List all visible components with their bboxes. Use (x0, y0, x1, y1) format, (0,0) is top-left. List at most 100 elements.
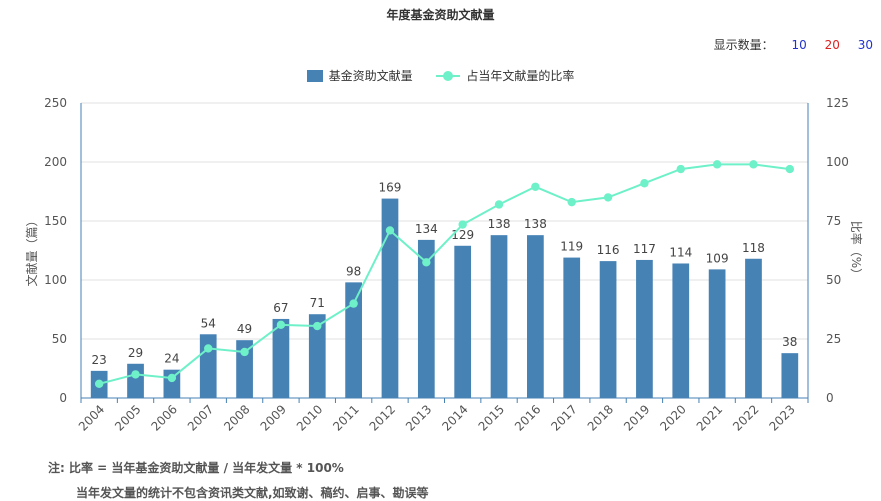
y-left-tick-label: 0 (59, 391, 67, 405)
ratio-point (276, 320, 286, 330)
x-tick-label: 2006 (148, 402, 179, 433)
legend-line-label: 占当年文献量的比率 (466, 69, 575, 83)
x-tick-label: 2015 (476, 402, 507, 433)
legend-line-swatch (436, 70, 461, 82)
x-tick-label: 2012 (367, 402, 398, 433)
ratio-point (603, 193, 613, 202)
bar-value-label: 138 (524, 217, 547, 231)
x-tick-label: 2011 (330, 402, 361, 433)
ratio-point (385, 226, 395, 235)
bar (127, 363, 144, 398)
y-left-tick-label: 200 (44, 155, 67, 169)
bar (236, 340, 253, 398)
bar (527, 235, 544, 398)
legend-bar-label: 基金资助文献量 (328, 69, 413, 83)
bar (345, 282, 362, 398)
y-left-axis-title: 文献量（篇） (24, 214, 39, 286)
x-tick-label: 2023 (766, 402, 797, 433)
display-count-option-10[interactable]: 10 (791, 38, 807, 52)
y-right-tick-label: 125 (826, 96, 849, 110)
y-right-tick-label: 75 (826, 214, 841, 228)
chart-title: 年度基金资助文献量 (386, 8, 495, 22)
bar (454, 245, 472, 398)
bar (563, 257, 581, 398)
ratio-point (167, 373, 177, 383)
ratio-point (131, 370, 140, 379)
x-tick-label: 2020 (657, 402, 688, 433)
y-left-tick-label: 150 (44, 214, 67, 228)
bar-value-label: 71 (310, 296, 325, 310)
ratio-point (785, 164, 795, 174)
x-tick-label: 2017 (548, 402, 579, 433)
bar-value-label: 67 (273, 301, 288, 315)
bar-value-label: 129 (451, 228, 474, 242)
x-tick-label: 2008 (221, 402, 252, 433)
bar-value-label: 116 (597, 243, 620, 257)
legend-bar-swatch (306, 69, 323, 82)
bar (781, 353, 799, 398)
bar-value-label: 138 (488, 217, 511, 231)
ratio-point (640, 179, 649, 188)
bar (708, 269, 726, 398)
ratio-point (531, 182, 540, 191)
x-tick-label: 2007 (185, 402, 216, 433)
legend-item-line[interactable]: 占当年文献量的比率 (436, 67, 574, 84)
bar-value-label: 38 (782, 335, 797, 349)
ratio-line (98, 163, 790, 385)
bar (490, 235, 508, 398)
bar-value-label: 109 (706, 251, 729, 265)
bar-value-label: 54 (201, 316, 216, 330)
display-count-label: 显示数量： (713, 38, 774, 52)
bar-value-label: 114 (669, 245, 692, 259)
x-tick-label: 2010 (294, 402, 325, 433)
ratio-point (494, 200, 504, 209)
y-right-tick-label: 25 (826, 332, 841, 346)
x-tick-label: 2016 (512, 402, 543, 433)
bar (745, 258, 762, 398)
x-tick-label: 2004 (76, 402, 107, 433)
ratio-point (567, 197, 576, 207)
footnote-ratio: 注: 比率 = 当年基金资助文献量 / 当年发文量 * 100% (48, 461, 344, 475)
y-left-tick-label: 250 (44, 96, 67, 110)
ratio-point (313, 321, 322, 331)
chart-legend: 基金资助文献量 占当年文献量的比率 (0, 67, 881, 85)
y-right-tick-label: 0 (826, 391, 834, 405)
bar (672, 263, 690, 398)
x-tick-label: 2005 (112, 402, 143, 433)
ratio-point (240, 347, 249, 357)
y-right-tick-label: 50 (826, 273, 841, 287)
bar (417, 239, 435, 398)
y-left-tick-label: 100 (44, 273, 67, 287)
bar-value-label: 169 (379, 181, 402, 195)
legend-item-bar[interactable]: 基金资助文献量 (306, 67, 413, 84)
x-tick-label: 2019 (621, 402, 652, 433)
bar (599, 261, 617, 398)
bar (381, 198, 399, 398)
display-count-selector: 显示数量： 10 20 30 (714, 36, 873, 53)
bar-value-label: 29 (128, 346, 143, 360)
bar (636, 259, 653, 398)
bar (272, 318, 290, 398)
bar (308, 314, 326, 398)
y-right-tick-label: 100 (826, 155, 849, 169)
display-count-option-30[interactable]: 30 (857, 38, 873, 52)
footnote-exclusion: 当年发文量的统计不包含资讯类文献,如致谢、稿约、启事、勘误等 (76, 486, 429, 500)
x-tick-label: 2018 (585, 402, 616, 433)
bar (199, 334, 217, 398)
bar-value-label: 24 (164, 352, 179, 366)
display-count-option-20[interactable]: 20 (824, 38, 840, 52)
bar-value-label: 134 (415, 222, 438, 236)
x-tick-label: 2022 (730, 402, 761, 433)
ratio-point (204, 344, 213, 353)
ratio-point (458, 220, 467, 229)
bar-value-label: 23 (92, 353, 107, 367)
ratio-point (712, 160, 722, 169)
x-tick-label: 2009 (258, 402, 289, 433)
y-right-axis-title: 比率（%） (849, 221, 864, 280)
bar-value-label: 98 (346, 264, 361, 278)
ratio-point (349, 299, 358, 308)
ratio-point (749, 160, 758, 169)
x-tick-label: 2013 (403, 402, 434, 433)
y-left-tick-label: 50 (52, 332, 67, 346)
